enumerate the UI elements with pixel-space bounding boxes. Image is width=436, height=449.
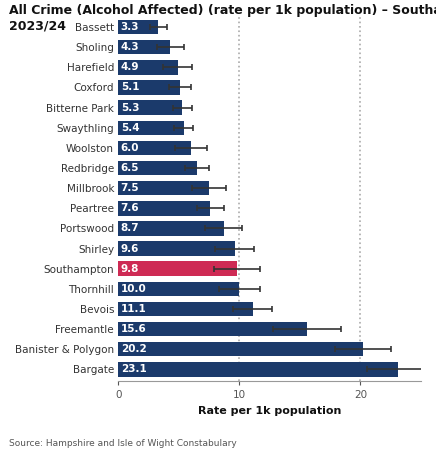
Bar xyxy=(118,101,182,115)
Bar xyxy=(118,201,210,216)
Bar xyxy=(118,60,177,75)
Text: All Crime (Alcohol Affected) (rate per 1k population) – Southampton wards
2023/2: All Crime (Alcohol Affected) (rate per 1… xyxy=(9,4,436,32)
Bar xyxy=(118,302,253,316)
Text: 9.8: 9.8 xyxy=(121,264,139,274)
Bar xyxy=(118,80,180,95)
Text: 9.6: 9.6 xyxy=(121,243,139,254)
Bar xyxy=(118,20,158,34)
Bar xyxy=(118,161,197,175)
Bar xyxy=(118,362,398,377)
Text: 6.0: 6.0 xyxy=(121,143,139,153)
Text: 7.6: 7.6 xyxy=(121,203,140,213)
Text: 6.5: 6.5 xyxy=(121,163,139,173)
Bar xyxy=(118,261,237,276)
Bar xyxy=(118,181,209,195)
Text: Source: Hampshire and Isle of Wight Constabulary: Source: Hampshire and Isle of Wight Cons… xyxy=(9,439,236,448)
Bar xyxy=(118,221,224,236)
X-axis label: Rate per 1k population: Rate per 1k population xyxy=(198,406,341,416)
Text: 7.5: 7.5 xyxy=(121,183,140,193)
Bar xyxy=(118,40,170,54)
Bar xyxy=(118,342,363,357)
Text: 15.6: 15.6 xyxy=(121,324,146,334)
Text: 3.3: 3.3 xyxy=(121,22,139,32)
Bar xyxy=(118,120,184,135)
Text: 20.2: 20.2 xyxy=(121,344,146,354)
Text: 5.1: 5.1 xyxy=(121,83,139,92)
Text: 11.1: 11.1 xyxy=(121,304,146,314)
Text: 8.7: 8.7 xyxy=(121,224,140,233)
Text: 4.3: 4.3 xyxy=(121,42,140,52)
Bar xyxy=(118,241,235,256)
Bar xyxy=(118,141,191,155)
Bar xyxy=(118,282,239,296)
Text: 23.1: 23.1 xyxy=(121,365,146,374)
Text: 5.3: 5.3 xyxy=(121,103,139,113)
Text: 5.4: 5.4 xyxy=(121,123,140,133)
Bar xyxy=(118,322,307,336)
Text: 10.0: 10.0 xyxy=(121,284,146,294)
Text: 4.9: 4.9 xyxy=(121,62,139,72)
